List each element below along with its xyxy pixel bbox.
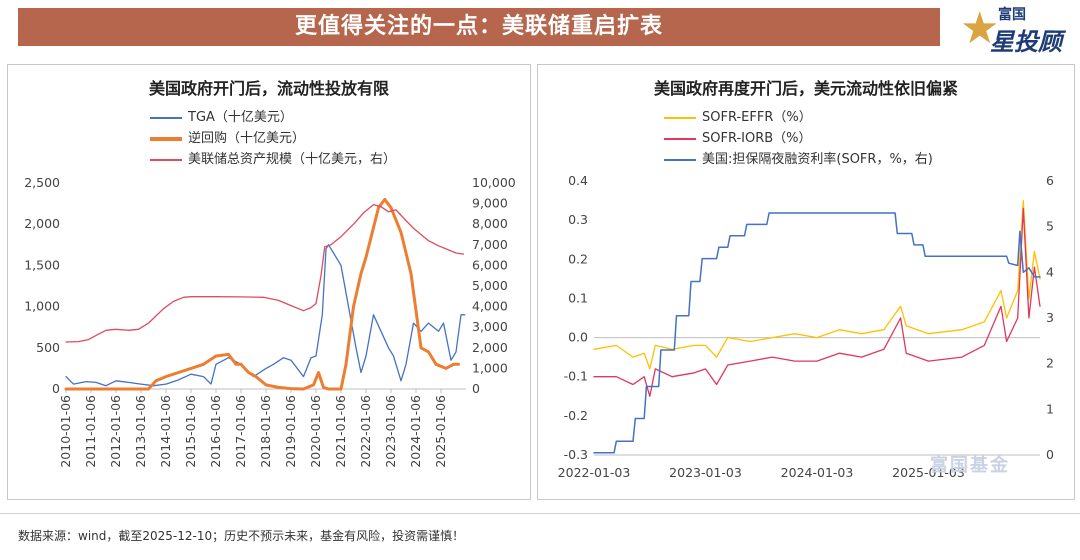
left-x-tick: 2025-01-06 <box>433 395 448 468</box>
left-x-tick: 2018-01-06 <box>258 395 273 468</box>
left-x-tick: 2013-01-06 <box>133 395 148 468</box>
left-x-tick: 2014-01-06 <box>158 395 173 468</box>
left-y-left-tick: 2,000 <box>24 216 60 231</box>
left-y-left-tick: 1,500 <box>24 257 60 272</box>
right-y-right-tick: 3 <box>1046 310 1054 325</box>
right-chart-panel: 美国政府再度开门后，美元流动性依旧偏紧 SOFR-EFFR（%） SOFR-IO… <box>537 64 1075 500</box>
legend-item-sofr-iorb: SOFR-IORB（%） <box>664 128 933 149</box>
left-x-tick: 2024-01-06 <box>408 395 423 468</box>
left-y-left-tick: 0 <box>52 381 60 396</box>
left-x-tick: 2022-01-06 <box>358 395 373 468</box>
left-x-tick: 2020-01-06 <box>308 395 323 468</box>
left-chart-panel: 美国政府开门后，流动性投放有限 TGA（十亿美元） 逆回购（十亿美元） 美联储总… <box>7 64 531 500</box>
right-y-left-tick: -0.1 <box>564 369 588 384</box>
left-y-right-tick: 9,000 <box>472 196 508 211</box>
left-y-right-tick: 7,000 <box>472 237 508 252</box>
legend-item-reverse-repo: 逆回购（十亿美元） <box>150 128 396 149</box>
left-x-tick: 2011-01-06 <box>83 395 98 468</box>
right-y-left-tick: 0.3 <box>568 212 588 227</box>
footnote: 数据来源：wind，截至2025-12-10；历史不预示未来，基金有风险，投资需… <box>18 529 465 543</box>
left-series-2 <box>65 203 465 343</box>
left-y-right-tick: 2,000 <box>472 340 508 355</box>
right-y-left-tick: 0.0 <box>568 330 588 345</box>
left-x-tick: 2021-01-06 <box>333 395 348 468</box>
left-chart-plot: 0 500 1,000 1,500 2,000 2,500 0 1,000 2,000 3,000… <box>24 175 516 468</box>
left-x-tick: 2015-01-06 <box>183 395 198 468</box>
left-chart-title: 美国政府开门后，流动性投放有限 <box>148 79 389 98</box>
right-y-right-tick: 5 <box>1046 219 1054 234</box>
right-x-tick: 2023-01-03 <box>669 465 742 480</box>
left-y-left-tick: 1,000 <box>24 299 60 314</box>
left-x-tick: 2017-01-06 <box>233 395 248 468</box>
left-x-tick: 2012-01-06 <box>108 395 123 468</box>
right-y-right-tick: 1 <box>1046 401 1054 416</box>
right-y-right-tick: 4 <box>1046 264 1054 279</box>
footer-divider <box>0 513 1080 514</box>
header-banner: 更值得关注的一点：美联储重启扩表 <box>18 8 940 46</box>
left-x-tick: 2010-01-06 <box>58 395 73 468</box>
left-y-left-tick: 500 <box>36 340 60 355</box>
left-y-right-tick: 6,000 <box>472 257 508 272</box>
left-y-right-tick: 4,000 <box>472 299 508 314</box>
right-y-left-tick: 0.1 <box>568 290 588 305</box>
left-legend: TGA（十亿美元） 逆回购（十亿美元） 美联储总资产规模（十亿美元，右） <box>150 107 396 170</box>
legend-item-sofr-effr: SOFR-EFFR（%） <box>664 107 933 128</box>
header-title: 更值得关注的一点：美联储重启扩表 <box>294 14 663 39</box>
left-y-right-tick: 10,000 <box>472 175 516 190</box>
left-x-tick: 2016-01-06 <box>208 395 223 468</box>
watermark-text: 富国基金 <box>930 455 1010 476</box>
right-chart-plot: -0.3 -0.2 -0.1 0.0 0.1 0.2 0.3 0.4 0 1 2 3 4 5 6 2022-0… <box>558 173 1054 480</box>
left-y-right-tick: 5,000 <box>472 278 508 293</box>
left-x-tick: 2023-01-06 <box>383 395 398 468</box>
right-y-right-tick: 2 <box>1046 356 1054 371</box>
legend-item-fed-assets: 美联储总资产规模（十亿美元，右） <box>150 149 396 170</box>
left-y-right-tick: 3,000 <box>472 319 508 334</box>
right-x-tick: 2025-01-03 <box>892 465 965 480</box>
right-series-0 <box>593 199 1041 370</box>
left-series-0 <box>65 244 466 387</box>
right-chart-title: 美国政府再度开门后，美元流动性依旧偏紧 <box>653 79 958 98</box>
right-legend: SOFR-EFFR（%） SOFR-IORB（%） 美国:担保隔夜融资利率(SO… <box>664 107 933 170</box>
left-x-tick: 2019-01-06 <box>283 395 298 468</box>
right-y-left-tick: 0.2 <box>568 251 588 266</box>
legend-item-sofr: 美国:担保隔夜融资利率(SOFR，%，右) <box>664 149 933 170</box>
right-series-1 <box>593 207 1041 397</box>
right-series-2 <box>593 212 1041 454</box>
right-x-tick: 2024-01-03 <box>781 465 854 480</box>
left-y-right-tick: 1,000 <box>472 360 508 375</box>
star-icon: ★ <box>960 3 1000 54</box>
brand-logo: ★ 富国 星投顾 <box>960 2 1070 57</box>
logo-line1: 富国 <box>998 7 1026 23</box>
logo-line2: 星投顾 <box>990 28 1062 56</box>
left-y-left-tick: 2,500 <box>24 175 60 190</box>
left-y-right-tick: 8,000 <box>472 216 508 231</box>
left-y-right-tick: 0 <box>472 381 480 396</box>
right-y-right-tick: 6 <box>1046 173 1054 188</box>
right-y-left-tick: -0.2 <box>564 408 588 423</box>
right-y-right-tick: 0 <box>1046 447 1054 462</box>
right-y-left-tick: -0.3 <box>564 447 588 462</box>
right-x-tick: 2022-01-03 <box>558 465 631 480</box>
legend-item-tga: TGA（十亿美元） <box>150 107 396 128</box>
right-y-left-tick: 0.4 <box>568 173 588 188</box>
left-series-1 <box>64 198 460 391</box>
